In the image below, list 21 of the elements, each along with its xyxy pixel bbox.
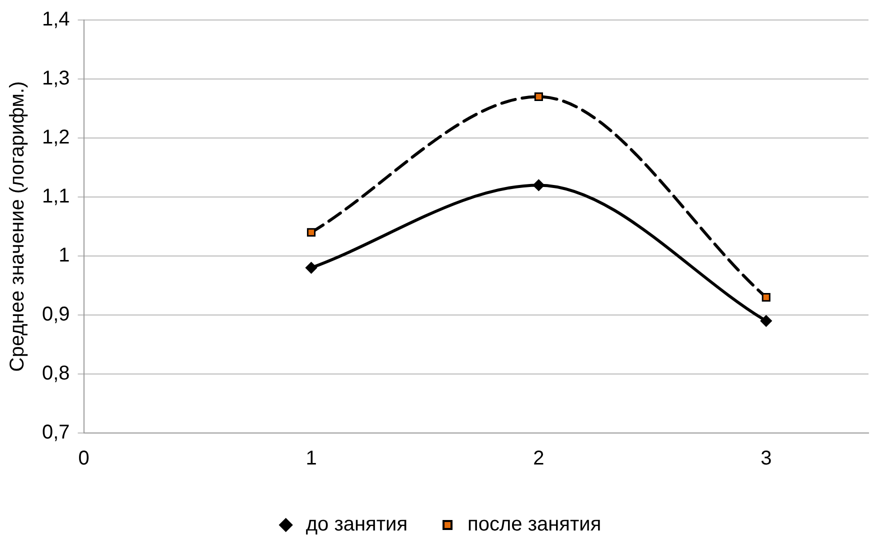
x-tick-label: 1 xyxy=(306,448,317,470)
y-tick-label: 1,2 xyxy=(42,126,70,149)
point xyxy=(306,262,317,274)
y-tick-label: 0,8 xyxy=(42,362,70,385)
point xyxy=(532,179,544,191)
x-tick-label: 0 xyxy=(78,448,90,470)
y-tick-label: 1,3 xyxy=(42,68,70,90)
y-tick-label: 0,7 xyxy=(42,422,70,444)
x-tick-label: 3 xyxy=(760,448,772,470)
y-tick-label: 1 xyxy=(58,244,70,267)
legend-label: до занятия xyxy=(306,514,408,536)
point xyxy=(762,293,770,302)
point xyxy=(306,228,316,237)
point xyxy=(760,315,772,327)
y-axis-title: Среднее значение (логарифм.) xyxy=(6,81,29,372)
y-tick-label: 1,4 xyxy=(42,8,70,31)
point xyxy=(534,92,543,101)
y-tick-label: 0,9 xyxy=(42,304,70,326)
y-tick-label: 1,1 xyxy=(42,186,70,208)
legend-label: после занятия xyxy=(468,514,602,536)
x-tick-label: 2 xyxy=(533,448,544,470)
